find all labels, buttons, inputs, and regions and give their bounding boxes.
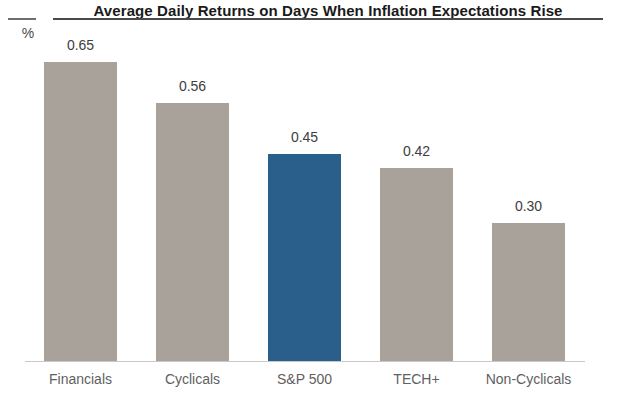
category-label-non-cyclicals: Non-Cyclicals: [468, 372, 589, 387]
bar-financials: [44, 62, 117, 361]
bar-chart: Average Daily Returns on Days When Infla…: [0, 0, 640, 400]
value-label-non-cyclicals: 0.30: [468, 199, 589, 213]
bar-chart-plot: 0.65 Financials 0.56 Cyclicals 0.45 S&P 500 0.…: [0, 0, 640, 400]
category-label-cyclicals: Cyclicals: [132, 372, 253, 387]
value-label-financials: 0.65: [20, 38, 141, 52]
value-label-tech: 0.42: [356, 144, 477, 158]
bar-non-cyclicals: [492, 223, 565, 361]
category-label-financials: Financials: [20, 372, 141, 387]
bar-tech: [380, 168, 453, 361]
category-label-tech: TECH+: [356, 372, 477, 387]
bar-s-p-500: [268, 154, 341, 361]
bar-cyclicals: [156, 103, 229, 361]
x-axis-line: [25, 361, 585, 362]
value-label-s-p-500: 0.45: [244, 130, 365, 144]
category-label-s-p-500: S&P 500: [244, 372, 365, 387]
value-label-cyclicals: 0.56: [132, 79, 253, 93]
